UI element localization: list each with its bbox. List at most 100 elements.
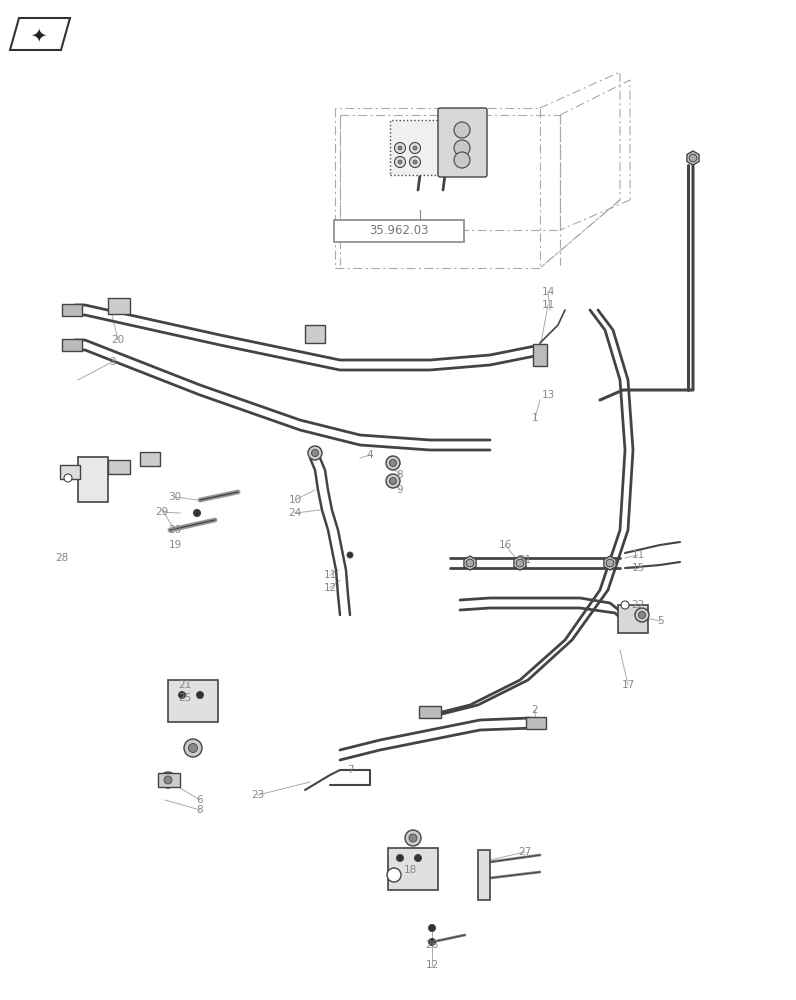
Text: 28: 28 [56,553,68,563]
Text: 20: 20 [111,335,124,345]
Bar [305,325,325,343]
Bar [618,605,648,633]
Text: 31: 31 [518,555,532,565]
Text: 18: 18 [404,865,416,875]
Circle shape [396,854,404,861]
Circle shape [64,474,72,482]
Circle shape [178,692,185,698]
Circle shape [413,146,417,150]
Bar [390,120,445,175]
Text: ✦: ✦ [29,26,46,45]
Circle shape [415,854,422,861]
Bar [388,848,438,890]
Text: 15: 15 [631,563,645,573]
Circle shape [638,611,646,618]
Text: 22: 22 [631,600,645,610]
Text: 11: 11 [541,300,555,310]
Circle shape [395,142,405,153]
Bar [419,706,441,718]
Circle shape [409,156,420,167]
Text: 20: 20 [169,525,181,535]
Bar [526,717,546,729]
Circle shape [197,692,204,698]
Text: 1: 1 [532,413,538,423]
Text: 10: 10 [288,495,302,505]
Circle shape [635,608,649,622]
Text: 21: 21 [178,680,192,690]
Text: 12: 12 [425,960,439,970]
Bar [60,465,80,479]
Text: 11: 11 [631,550,645,560]
Circle shape [386,456,400,470]
Circle shape [428,924,435,932]
Circle shape [189,744,197,752]
Circle shape [516,559,524,567]
Circle shape [409,142,420,153]
Circle shape [466,559,474,567]
Text: 6: 6 [197,795,203,805]
Circle shape [389,478,396,485]
Circle shape [386,474,400,488]
FancyBboxPatch shape [438,108,487,177]
Text: 13: 13 [541,390,555,400]
Circle shape [387,868,401,882]
Text: 9: 9 [396,485,404,495]
Text: 17: 17 [622,680,634,690]
Circle shape [454,122,470,138]
Text: 23: 23 [252,790,264,800]
Circle shape [454,140,470,156]
Polygon shape [514,556,526,570]
Text: 29: 29 [155,507,169,517]
Circle shape [689,154,696,162]
Bar [334,220,464,242]
Bar [62,339,82,351]
Text: 25: 25 [178,693,192,703]
Text: 14: 14 [541,287,555,297]
Text: 26: 26 [425,940,439,950]
Polygon shape [604,556,616,570]
Text: 35.962.03: 35.962.03 [369,225,429,237]
Circle shape [428,938,435,946]
Circle shape [621,601,629,609]
Circle shape [164,776,172,784]
Circle shape [413,160,417,164]
Text: 7: 7 [347,765,353,775]
Text: 12: 12 [323,583,337,593]
Circle shape [308,446,322,460]
Bar [108,460,130,474]
Text: 8: 8 [197,805,203,815]
Polygon shape [10,18,70,50]
Circle shape [398,160,402,164]
Circle shape [409,834,417,842]
Bar [108,298,130,314]
Bar [168,680,218,722]
Bar [140,452,160,466]
Text: 24: 24 [288,508,302,518]
Circle shape [398,146,402,150]
Circle shape [311,450,318,456]
Circle shape [395,156,405,167]
Circle shape [389,460,396,466]
Text: 2: 2 [532,705,538,715]
Circle shape [160,772,176,788]
Bar [478,850,490,900]
Text: 16: 16 [498,540,512,550]
Polygon shape [464,556,476,570]
Polygon shape [687,151,699,165]
Text: 4: 4 [367,450,373,460]
Bar [62,304,82,316]
Text: 27: 27 [518,847,532,857]
Bar [533,344,547,366]
Circle shape [405,830,421,846]
Bar [158,773,180,787]
Text: 11: 11 [323,570,337,580]
Circle shape [193,510,201,516]
Bar [78,457,108,502]
Text: 3: 3 [109,357,115,367]
Circle shape [454,152,470,168]
Circle shape [606,559,614,567]
Text: 5: 5 [657,616,663,626]
Text: 30: 30 [169,492,181,502]
Circle shape [347,552,353,558]
Text: 19: 19 [169,540,181,550]
